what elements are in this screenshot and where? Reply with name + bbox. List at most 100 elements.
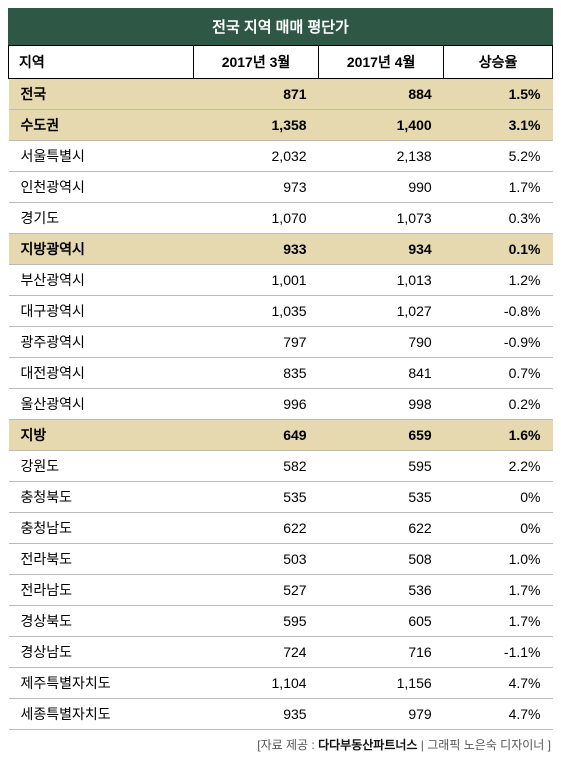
cell-value: 2,032 — [193, 141, 318, 172]
cell-value: 1,400 — [319, 110, 444, 141]
cell-rate: 4.7% — [444, 668, 553, 699]
cell-region: 세종특별자치도 — [9, 699, 194, 730]
cell-value: 1,027 — [319, 296, 444, 327]
cell-value: 973 — [193, 172, 318, 203]
cell-region: 광주광역시 — [9, 327, 194, 358]
cell-value: 884 — [319, 79, 444, 110]
cell-value: 649 — [193, 420, 318, 451]
cell-value: 659 — [319, 420, 444, 451]
credit-prefix: [자료 제공 : — [257, 738, 318, 752]
cell-region: 경상남도 — [9, 637, 194, 668]
cell-rate: 4.7% — [444, 699, 553, 730]
cell-value: 996 — [193, 389, 318, 420]
header-apr: 2017년 4월 — [319, 46, 444, 79]
cell-rate: 0% — [444, 482, 553, 513]
cell-value: 797 — [193, 327, 318, 358]
credit-source: 다다부동산파트너스 — [318, 738, 417, 752]
table-row: 전국8718841.5% — [9, 79, 553, 110]
cell-value: 595 — [193, 606, 318, 637]
credit-suffix: | 그래픽 노은숙 디자이너 ] — [417, 738, 551, 752]
table-row: 충청남도6226220% — [9, 513, 553, 544]
table-row: 충청북도5355350% — [9, 482, 553, 513]
table-row: 제주특별자치도1,1041,1564.7% — [9, 668, 553, 699]
cell-value: 1,070 — [193, 203, 318, 234]
cell-region: 지방 — [9, 420, 194, 451]
cell-rate: 1.7% — [444, 172, 553, 203]
cell-value: 527 — [193, 575, 318, 606]
cell-value: 1,358 — [193, 110, 318, 141]
cell-rate: -0.8% — [444, 296, 553, 327]
header-row: 지역 2017년 3월 2017년 4월 상승율 — [9, 46, 553, 79]
cell-region: 인천광역시 — [9, 172, 194, 203]
cell-value: 990 — [319, 172, 444, 203]
credit-line: [자료 제공 : 다다부동산파트너스 | 그래픽 노은숙 디자이너 ] — [8, 730, 553, 753]
table-row: 전라북도5035081.0% — [9, 544, 553, 575]
cell-rate: 0.7% — [444, 358, 553, 389]
cell-rate: 1.7% — [444, 575, 553, 606]
cell-rate: 2.2% — [444, 451, 553, 482]
header-mar: 2017년 3월 — [193, 46, 318, 79]
cell-value: 724 — [193, 637, 318, 668]
cell-value: 1,035 — [193, 296, 318, 327]
cell-region: 수도권 — [9, 110, 194, 141]
cell-value: 582 — [193, 451, 318, 482]
cell-rate: -0.9% — [444, 327, 553, 358]
cell-region: 대전광역시 — [9, 358, 194, 389]
cell-rate: 1.6% — [444, 420, 553, 451]
table-row: 울산광역시9969980.2% — [9, 389, 553, 420]
cell-value: 622 — [193, 513, 318, 544]
cell-region: 충청북도 — [9, 482, 194, 513]
header-region: 지역 — [9, 46, 194, 79]
cell-value: 535 — [193, 482, 318, 513]
cell-value: 716 — [319, 637, 444, 668]
cell-region: 경상북도 — [9, 606, 194, 637]
price-table: 지역 2017년 3월 2017년 4월 상승율 전국8718841.5%수도권… — [8, 45, 553, 730]
cell-region: 강원도 — [9, 451, 194, 482]
table-row: 수도권1,3581,4003.1% — [9, 110, 553, 141]
table-row: 전라남도5275361.7% — [9, 575, 553, 606]
cell-value: 1,104 — [193, 668, 318, 699]
cell-rate: -1.1% — [444, 637, 553, 668]
cell-value: 1,073 — [319, 203, 444, 234]
cell-rate: 0.2% — [444, 389, 553, 420]
cell-region: 경기도 — [9, 203, 194, 234]
cell-rate: 1.7% — [444, 606, 553, 637]
cell-value: 605 — [319, 606, 444, 637]
table-row: 경상남도724716-1.1% — [9, 637, 553, 668]
cell-value: 998 — [319, 389, 444, 420]
header-rate: 상승율 — [444, 46, 553, 79]
cell-region: 전라남도 — [9, 575, 194, 606]
cell-value: 835 — [193, 358, 318, 389]
cell-rate: 5.2% — [444, 141, 553, 172]
table-row: 대구광역시1,0351,027-0.8% — [9, 296, 553, 327]
table-row: 대전광역시8358410.7% — [9, 358, 553, 389]
cell-value: 595 — [319, 451, 444, 482]
cell-rate: 0% — [444, 513, 553, 544]
cell-value: 2,138 — [319, 141, 444, 172]
cell-value: 934 — [319, 234, 444, 265]
cell-value: 979 — [319, 699, 444, 730]
cell-region: 충청남도 — [9, 513, 194, 544]
table-title: 전국 지역 매매 평단가 — [8, 8, 553, 45]
cell-value: 871 — [193, 79, 318, 110]
cell-region: 부산광역시 — [9, 265, 194, 296]
cell-value: 1,001 — [193, 265, 318, 296]
cell-rate: 0.3% — [444, 203, 553, 234]
table-row: 인천광역시9739901.7% — [9, 172, 553, 203]
table-row: 세종특별자치도9359794.7% — [9, 699, 553, 730]
cell-region: 전라북도 — [9, 544, 194, 575]
table-row: 부산광역시1,0011,0131.2% — [9, 265, 553, 296]
table-container: 전국 지역 매매 평단가 지역 2017년 3월 2017년 4월 상승율 전국… — [8, 8, 553, 753]
table-row: 강원도5825952.2% — [9, 451, 553, 482]
cell-value: 935 — [193, 699, 318, 730]
cell-value: 1,156 — [319, 668, 444, 699]
cell-region: 제주특별자치도 — [9, 668, 194, 699]
table-row: 서울특별시2,0322,1385.2% — [9, 141, 553, 172]
cell-value: 536 — [319, 575, 444, 606]
cell-value: 790 — [319, 327, 444, 358]
cell-value: 933 — [193, 234, 318, 265]
cell-region: 전국 — [9, 79, 194, 110]
table-row: 지방광역시9339340.1% — [9, 234, 553, 265]
cell-value: 841 — [319, 358, 444, 389]
table-row: 지방6496591.6% — [9, 420, 553, 451]
